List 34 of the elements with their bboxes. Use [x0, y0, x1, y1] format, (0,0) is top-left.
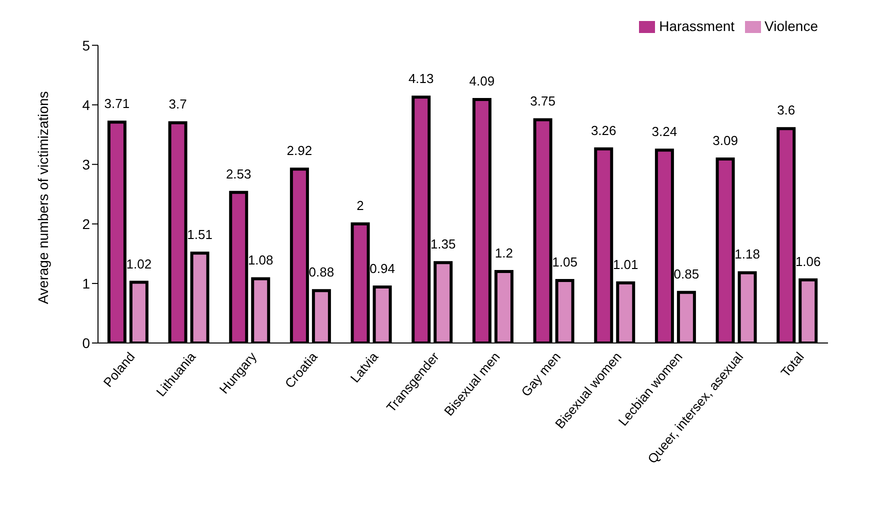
data-label: 0.94 [370, 261, 395, 276]
data-label: 0.88 [308, 264, 334, 280]
data-label: 0.85 [674, 266, 700, 282]
data-label: 1.01 [612, 256, 638, 272]
data-label: 1.51 [187, 227, 212, 242]
y-tick-label: 0 [82, 334, 90, 351]
data-label: 3.75 [530, 94, 556, 109]
data-label: 1.18 [734, 246, 760, 262]
y-tick-label: 1 [82, 275, 90, 292]
data-label: 3.6 [777, 102, 796, 118]
data-label: 3.71 [104, 96, 130, 112]
data-label: 1.2 [494, 246, 513, 261]
data-label: 2.92 [286, 143, 312, 158]
y-axis-title: Average numbers of victimizations [34, 91, 51, 304]
legend-label: Violence [764, 18, 818, 34]
data-label: 3.09 [712, 133, 738, 148]
legend-label: Harassment [659, 18, 735, 34]
data-label: 3.26 [590, 122, 616, 138]
data-label: 1.08 [248, 252, 274, 268]
y-tick-label: 4 [82, 96, 90, 113]
data-label: 2.53 [226, 166, 252, 182]
data-label: 1.05 [552, 254, 578, 270]
data-label: 4.09 [469, 73, 495, 88]
data-label: 1.35 [430, 236, 456, 252]
data-label: 2 [356, 198, 364, 213]
y-tick-label: 2 [82, 216, 90, 232]
data-label: 1.06 [795, 254, 821, 269]
data-label: 4.13 [408, 71, 434, 86]
data-label: 3.7 [168, 96, 187, 112]
y-tick-label: 3 [82, 156, 90, 172]
data-label: 3.24 [652, 124, 678, 140]
x-tick-label: Gay men [518, 349, 564, 400]
data-label: 1.02 [126, 256, 152, 272]
y-tick-label: 5 [82, 37, 90, 54]
